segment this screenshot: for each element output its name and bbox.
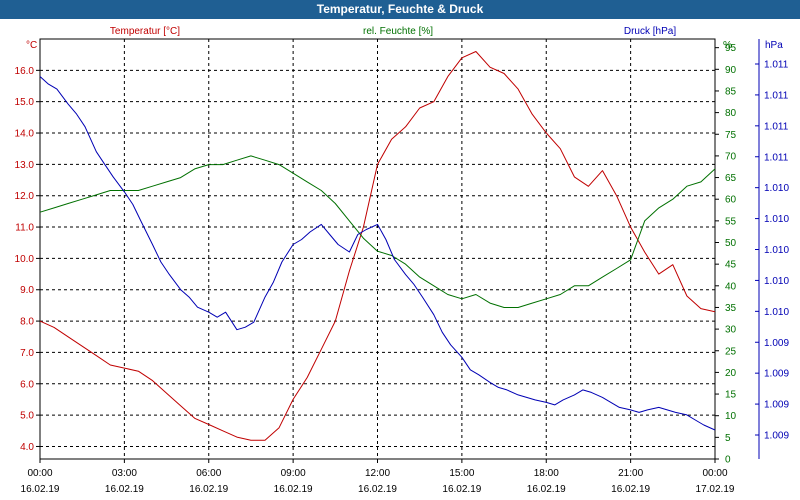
humidity-ticks: 0 5 10 15 20 25 30 35 40 45 50 55 60 65 70 75 80 85 90 95 <box>715 43 737 466</box>
x-tick-date: 16.02.19 <box>274 484 313 495</box>
pressure-tick-label: 1.010 <box>764 214 789 225</box>
temperature-tick-label: 14.0 <box>15 129 35 140</box>
humidity-tick-label: 90 <box>725 65 737 76</box>
pressure-tick-label: 1.011 <box>764 152 789 163</box>
temperature-tick-label: 4.0 <box>20 442 34 453</box>
temperature-series-line <box>39 51 716 441</box>
series-layer <box>39 51 716 441</box>
x-tick-time: 12:00 <box>365 468 390 479</box>
gridlines <box>40 39 715 459</box>
x-tick-date: 16.02.19 <box>189 484 228 495</box>
humidity-tick-label: 60 <box>725 195 737 206</box>
x-tick-date: 16.02.19 <box>442 484 481 495</box>
humidity-tick-label: 30 <box>725 325 737 336</box>
x-tick-date: 16.02.19 <box>105 484 144 495</box>
humidity-tick-label: 0 <box>725 455 731 466</box>
temperature-tick-label: 8.0 <box>20 317 34 328</box>
pressure-tick-label: 1.009 <box>764 431 789 442</box>
pressure-series-line <box>39 76 716 431</box>
pressure-tick-label: 1.011 <box>764 60 789 71</box>
x-tick-date: 16.02.19 <box>21 484 60 495</box>
pressure-tick-label: 1.009 <box>764 369 789 380</box>
pressure-ticks: 1.009 1.009 1.009 1.009 1.010 1.010 1.010 1.010… <box>755 60 789 442</box>
pressure-tick-label: 1.010 <box>764 183 789 194</box>
x-tick-time: 00:00 <box>702 468 727 479</box>
x-tick-date: 16.02.19 <box>611 484 650 495</box>
temperature-ticks: 4.0 5.0 6.0 7.0 8.0 9.0 10.0 11.0 12.0 13.0 14.0 15… <box>15 66 40 453</box>
humidity-tick-label: 5 <box>725 433 731 444</box>
humidity-tick-label: 10 <box>725 411 737 422</box>
pressure-tick-label: 1.010 <box>764 276 789 287</box>
temperature-tick-label: 10.0 <box>15 254 35 265</box>
x-axis-ticks: 00:00 16.02.19 03:00 16.02.19 06:00 16.02.19 0… <box>21 459 735 495</box>
pressure-tick-label: 1.011 <box>764 121 789 132</box>
humidity-series-line <box>39 155 716 308</box>
humidity-tick-label: 55 <box>725 216 737 227</box>
x-tick-date: 17.02.19 <box>696 484 735 495</box>
humidity-tick-label: 15 <box>725 390 737 401</box>
temperature-axis-label: Temperatur [°C] <box>110 26 180 37</box>
temperature-tick-label: 11.0 <box>15 223 34 234</box>
x-tick-time: 18:00 <box>534 468 559 479</box>
humidity-tick-label: 70 <box>725 151 737 162</box>
pressure-tick-label: 1.009 <box>764 400 789 411</box>
temperature-tick-label: 15.0 <box>15 97 35 108</box>
temperature-tick-label: 7.0 <box>20 348 34 359</box>
pressure-tick-label: 1.011 <box>764 90 789 101</box>
humidity-tick-label: 20 <box>725 368 737 379</box>
pressure-tick-label: 1.009 <box>764 338 789 349</box>
temperature-tick-label: 16.0 <box>15 66 35 77</box>
chart-area: Temperatur [°C] rel. Feuchte [%] Druck [… <box>15 26 790 495</box>
pressure-axis-label: Druck [hPa] <box>624 26 676 37</box>
x-tick-time: 00:00 <box>27 468 52 479</box>
humidity-tick-label: 35 <box>725 303 737 314</box>
temperature-tick-label: 5.0 <box>20 411 34 422</box>
temperature-tick-label: 12.0 <box>15 191 35 202</box>
x-tick-time: 06:00 <box>196 468 221 479</box>
temperature-unit: °C <box>26 40 37 51</box>
x-tick-date: 16.02.19 <box>527 484 566 495</box>
x-tick-time: 03:00 <box>112 468 137 479</box>
humidity-tick-label: 95 <box>725 43 737 54</box>
pressure-tick-label: 1.010 <box>764 245 789 256</box>
x-tick-time: 21:00 <box>618 468 643 479</box>
humidity-tick-label: 50 <box>725 238 737 249</box>
humidity-tick-label: 80 <box>725 108 737 119</box>
pressure-unit: hPa <box>765 40 783 51</box>
humidity-tick-label: 25 <box>725 346 737 357</box>
temperature-tick-label: 13.0 <box>15 160 35 171</box>
humidity-tick-label: 40 <box>725 281 737 292</box>
humidity-axis-label: rel. Feuchte [%] <box>363 26 433 37</box>
humidity-tick-label: 75 <box>725 130 737 141</box>
x-tick-date: 16.02.19 <box>358 484 397 495</box>
pressure-tick-label: 1.010 <box>764 307 789 318</box>
window-title: Temperatur, Feuchte & Druck <box>0 0 800 19</box>
humidity-tick-label: 65 <box>725 173 737 184</box>
temperature-tick-label: 9.0 <box>20 285 34 296</box>
x-tick-time: 09:00 <box>281 468 306 479</box>
x-tick-time: 15:00 <box>449 468 474 479</box>
humidity-tick-label: 45 <box>725 260 737 271</box>
humidity-tick-label: 85 <box>725 86 737 97</box>
temperature-tick-label: 6.0 <box>20 379 34 390</box>
humidity-unit: % <box>723 40 732 51</box>
